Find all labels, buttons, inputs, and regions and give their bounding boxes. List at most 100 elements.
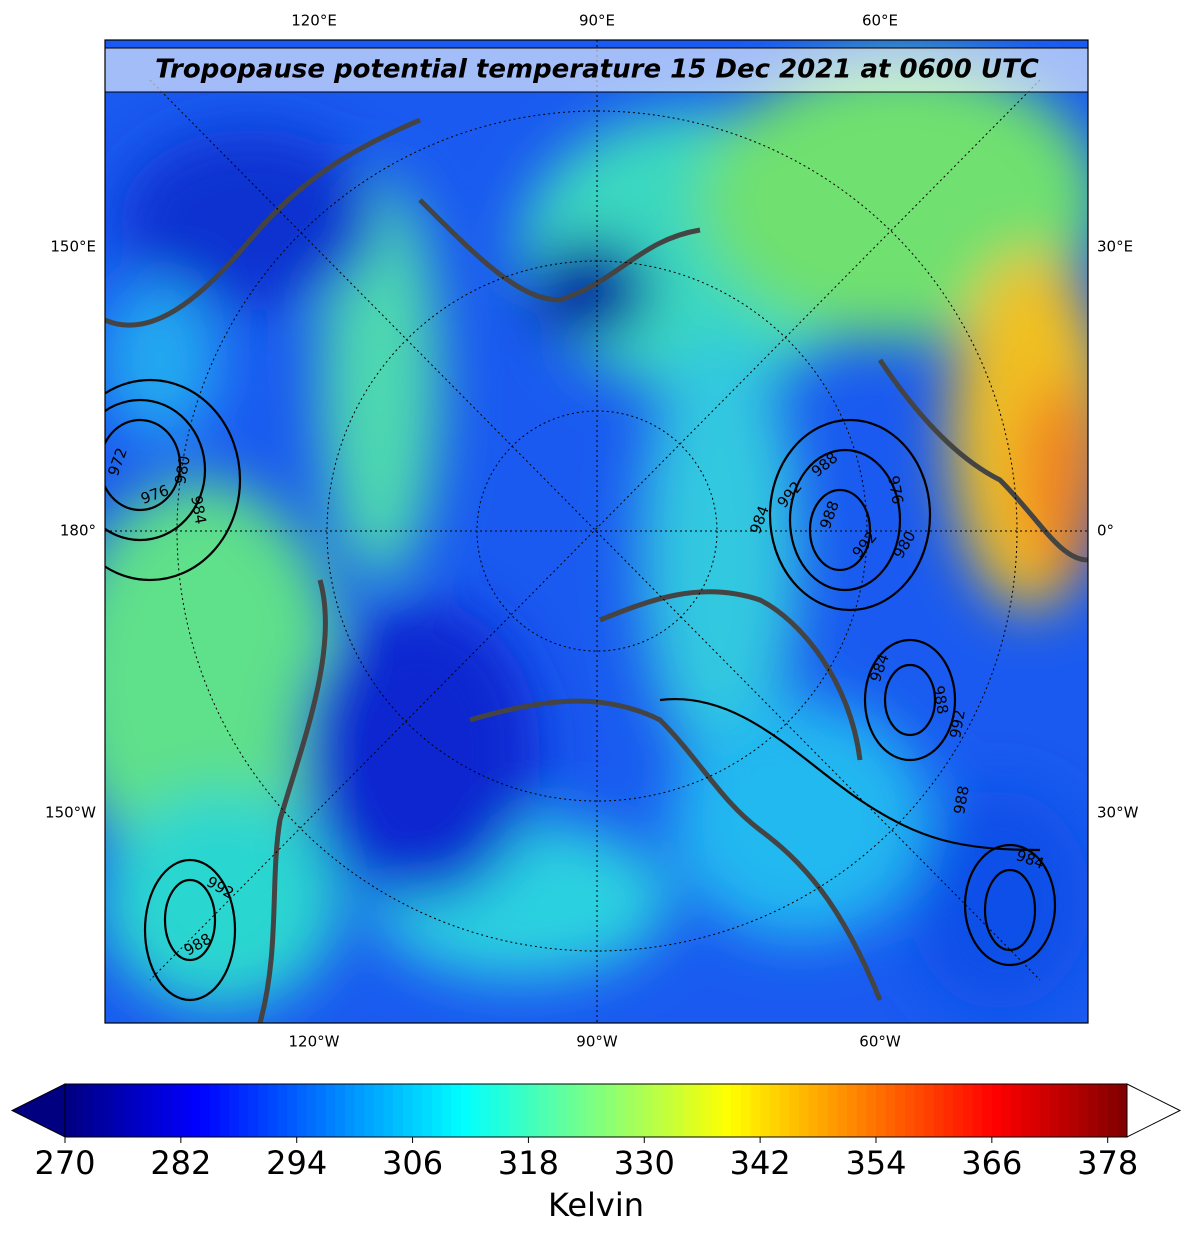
colorbar-step (789, 1084, 800, 1137)
colorbar-step (335, 1084, 346, 1137)
colorbar-step (924, 1084, 935, 1137)
colorbar-step (1040, 1084, 1051, 1137)
contour-label: 992 (946, 708, 969, 739)
colorbar-tick-label: 366 (961, 1144, 1022, 1182)
colorbar-tick-label: 270 (34, 1144, 95, 1182)
colorbar-step (412, 1084, 423, 1137)
colorbar-step (74, 1084, 85, 1137)
right-label: 30°W (1097, 804, 1139, 822)
colorbar-step (1117, 1084, 1128, 1137)
colorbar-step (1059, 1084, 1070, 1137)
colorbar-step (431, 1084, 443, 1137)
colorbar-step (779, 1084, 790, 1137)
colorbar-step (750, 1084, 761, 1137)
contour-label: 988 (929, 684, 952, 715)
colorbar-step (451, 1084, 462, 1137)
colorbar-step (489, 1084, 501, 1137)
colorbar-step (760, 1084, 771, 1137)
colorbar-step (663, 1084, 674, 1137)
colorbar-step (248, 1084, 259, 1137)
colorbar-step (132, 1084, 143, 1137)
colorbar-step (180, 1084, 192, 1137)
left-label: 180° (60, 522, 96, 540)
colorbar-step (277, 1084, 288, 1137)
colorbar-label: Kelvin (548, 1186, 644, 1224)
contour-label: 988 (950, 784, 973, 815)
colorbar-step (1078, 1084, 1089, 1137)
colorbar-step (547, 1084, 558, 1137)
colorbar-step (731, 1084, 742, 1137)
contour-label: 984 (187, 494, 210, 525)
colorbar-step (142, 1084, 153, 1137)
colorbar-step (818, 1084, 829, 1137)
colorbar-step (103, 1084, 114, 1137)
colorbar-step (808, 1084, 819, 1137)
bottom-label: 60°W (859, 1033, 901, 1051)
colorbar-tick-label: 282 (150, 1144, 211, 1182)
right-label: 0° (1097, 522, 1114, 540)
map-frame (104, 39, 1089, 1024)
colorbar-step (161, 1084, 172, 1137)
colorbar-step (721, 1084, 732, 1137)
colorbar-step (827, 1084, 838, 1137)
coastlines (105, 117, 1088, 1023)
colorbar-step (1107, 1084, 1118, 1137)
colorbar-step (93, 1084, 105, 1137)
colorbar-frame (64, 1083, 1128, 1138)
colorbar-step (866, 1084, 877, 1137)
colorbar-step (682, 1084, 694, 1137)
colorbar-step (422, 1084, 433, 1137)
colorbar-step (953, 1084, 964, 1137)
colorbar-step (644, 1084, 655, 1137)
colorbar-step (634, 1084, 645, 1137)
colorbar-step (624, 1084, 636, 1137)
colorbar-step (711, 1084, 723, 1137)
pressure-contours (105, 378, 1057, 1002)
colorbar-step (84, 1084, 95, 1137)
colorbar-step (933, 1084, 945, 1137)
colorbar-step (528, 1084, 539, 1137)
colorbar-step (219, 1084, 230, 1137)
colorbar-step (296, 1084, 307, 1137)
colorbar-tick-label: 294 (266, 1144, 327, 1182)
colorbar-step (991, 1084, 1003, 1137)
colorbar-step (895, 1084, 906, 1137)
colorbar-step (798, 1084, 809, 1137)
colorbar-step (1020, 1084, 1032, 1137)
colorbar-step (122, 1084, 134, 1137)
colorbar-step (1011, 1084, 1022, 1137)
bottom-label: 120°W (289, 1033, 340, 1051)
colorbar-step (837, 1084, 848, 1137)
colorbar-step (470, 1084, 481, 1137)
colorbar-step (113, 1084, 124, 1137)
colorbar-step (1049, 1084, 1061, 1137)
colorbar-step (586, 1084, 597, 1137)
colorbar-step (885, 1084, 896, 1137)
colorbar-step (393, 1084, 404, 1137)
map-field (105, 40, 1088, 1023)
colorbar-step (151, 1084, 163, 1137)
colorbar-step (962, 1084, 974, 1137)
contour-label: 976 (884, 474, 907, 505)
colorbar-step (287, 1084, 298, 1137)
colorbar-step (316, 1084, 327, 1137)
colorbar-tick-label: 342 (730, 1144, 791, 1182)
colorbar-step (576, 1084, 587, 1137)
colorbar-step (1088, 1084, 1099, 1137)
top-label: 90°E (579, 12, 615, 30)
contour-label: 980 (171, 454, 194, 485)
colorbar-step (229, 1084, 240, 1137)
colorbar-step (904, 1084, 916, 1137)
colorbar-step (1030, 1084, 1041, 1137)
colorbar-step (596, 1084, 607, 1137)
colorbar-step (509, 1084, 520, 1137)
colorbar-tick-label: 306 (382, 1144, 443, 1182)
colorbar-tick-label: 354 (845, 1144, 906, 1182)
colorbar-step (460, 1084, 472, 1137)
colorbar-step (238, 1084, 250, 1137)
colorbar-step (373, 1084, 385, 1137)
title-box (105, 48, 1088, 92)
colorbar-step (171, 1084, 182, 1137)
axis-labels: 120°E 120°W 90°E 90°W 60°E 60°W 150°E 30°E 180° 0… (45, 12, 1139, 1051)
